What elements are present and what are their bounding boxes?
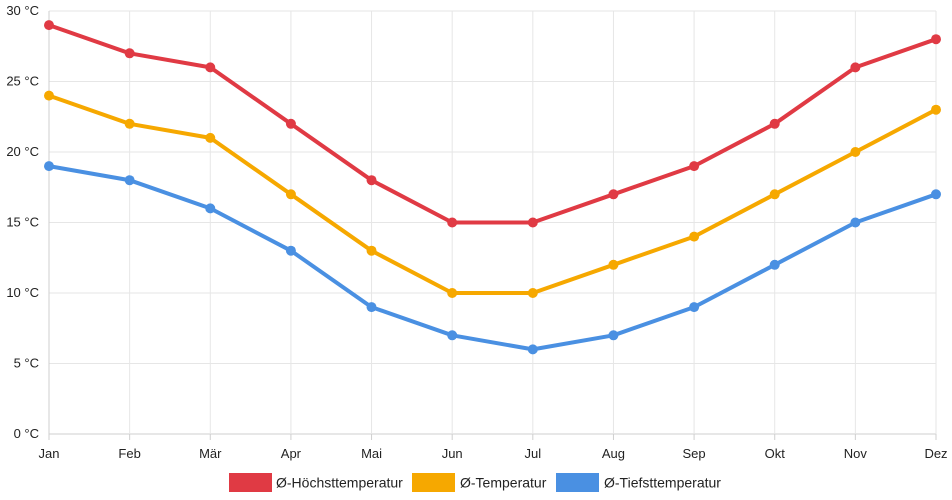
x-tick-label: Feb <box>118 446 140 461</box>
x-tick-label: Jul <box>525 446 542 461</box>
data-point <box>850 147 861 157</box>
data-point <box>205 62 216 73</box>
x-tick-label: Apr <box>281 446 302 461</box>
legend-swatch[interactable] <box>229 473 272 492</box>
x-tick-label: Okt <box>765 446 786 461</box>
x-tick-label: Mär <box>199 446 222 461</box>
data-point <box>608 189 619 200</box>
data-point <box>689 302 700 313</box>
legend-label[interactable]: Ø-Tiefsttemperatur <box>604 475 721 491</box>
data-point <box>447 288 458 298</box>
data-point <box>124 175 135 186</box>
x-tick-label: Mai <box>361 446 382 461</box>
data-point <box>285 245 296 256</box>
legend-swatch[interactable] <box>412 473 455 492</box>
legend-label[interactable]: Ø-Höchsttemperatur <box>276 475 403 491</box>
data-point <box>527 217 538 228</box>
y-tick-label: 25 °C <box>6 74 39 89</box>
data-point <box>447 330 458 341</box>
y-tick-label: 0 °C <box>14 426 39 441</box>
data-point <box>447 217 458 228</box>
x-tick-label: Nov <box>844 446 868 461</box>
data-point <box>205 203 216 214</box>
legend-swatch[interactable] <box>556 473 599 492</box>
series-line-1 <box>47 93 938 295</box>
data-point <box>527 288 538 298</box>
data-point <box>124 118 135 129</box>
data-point <box>366 175 377 186</box>
data-point <box>769 189 780 200</box>
data-point <box>285 118 296 129</box>
x-axis-ticks: Jan Feb Mär Apr Mai Jun Jul Aug Sep Okt Nov Dez <box>39 446 948 461</box>
data-point <box>205 132 216 143</box>
data-point <box>608 330 619 341</box>
data-point <box>44 20 54 31</box>
data-point <box>44 90 54 101</box>
data-point <box>850 217 861 228</box>
data-point <box>769 259 780 270</box>
data-point <box>689 161 700 172</box>
data-point <box>850 62 861 73</box>
data-point <box>285 189 296 200</box>
y-tick-label: 15 °C <box>6 215 39 230</box>
x-tick-label: Aug <box>602 446 625 461</box>
data-point <box>769 118 780 129</box>
data-point <box>44 161 54 172</box>
y-axis-ticks: 0 °C 5 °C 10 °C 15 °C 20 °C 25 °C 30 °C <box>6 3 39 441</box>
data-point <box>608 259 619 270</box>
chart-grid <box>48 10 937 440</box>
y-tick-label: 5 °C <box>14 356 39 371</box>
y-tick-label: 20 °C <box>6 144 39 159</box>
y-tick-label: 30 °C <box>6 3 39 18</box>
data-point <box>931 34 941 45</box>
data-point <box>931 104 941 115</box>
x-tick-label: Jan <box>39 446 60 461</box>
data-point <box>931 189 941 200</box>
series-line-2 <box>47 164 938 352</box>
x-tick-label: Jun <box>442 446 463 461</box>
data-point <box>689 231 700 242</box>
chart-series <box>44 20 941 355</box>
data-point <box>366 302 377 313</box>
data-point <box>527 344 538 355</box>
data-point <box>124 48 135 59</box>
legend-label[interactable]: Ø-Temperatur <box>460 475 547 491</box>
data-point <box>366 245 377 256</box>
x-tick-label: Sep <box>683 446 706 461</box>
chart-legend[interactable]: Ø-Höchsttemperatur Ø-Temperatur Ø-Tiefstte… <box>229 473 721 492</box>
y-tick-label: 10 °C <box>6 285 39 300</box>
series-line-0 <box>47 23 938 225</box>
x-tick-label: Dez <box>924 446 947 461</box>
